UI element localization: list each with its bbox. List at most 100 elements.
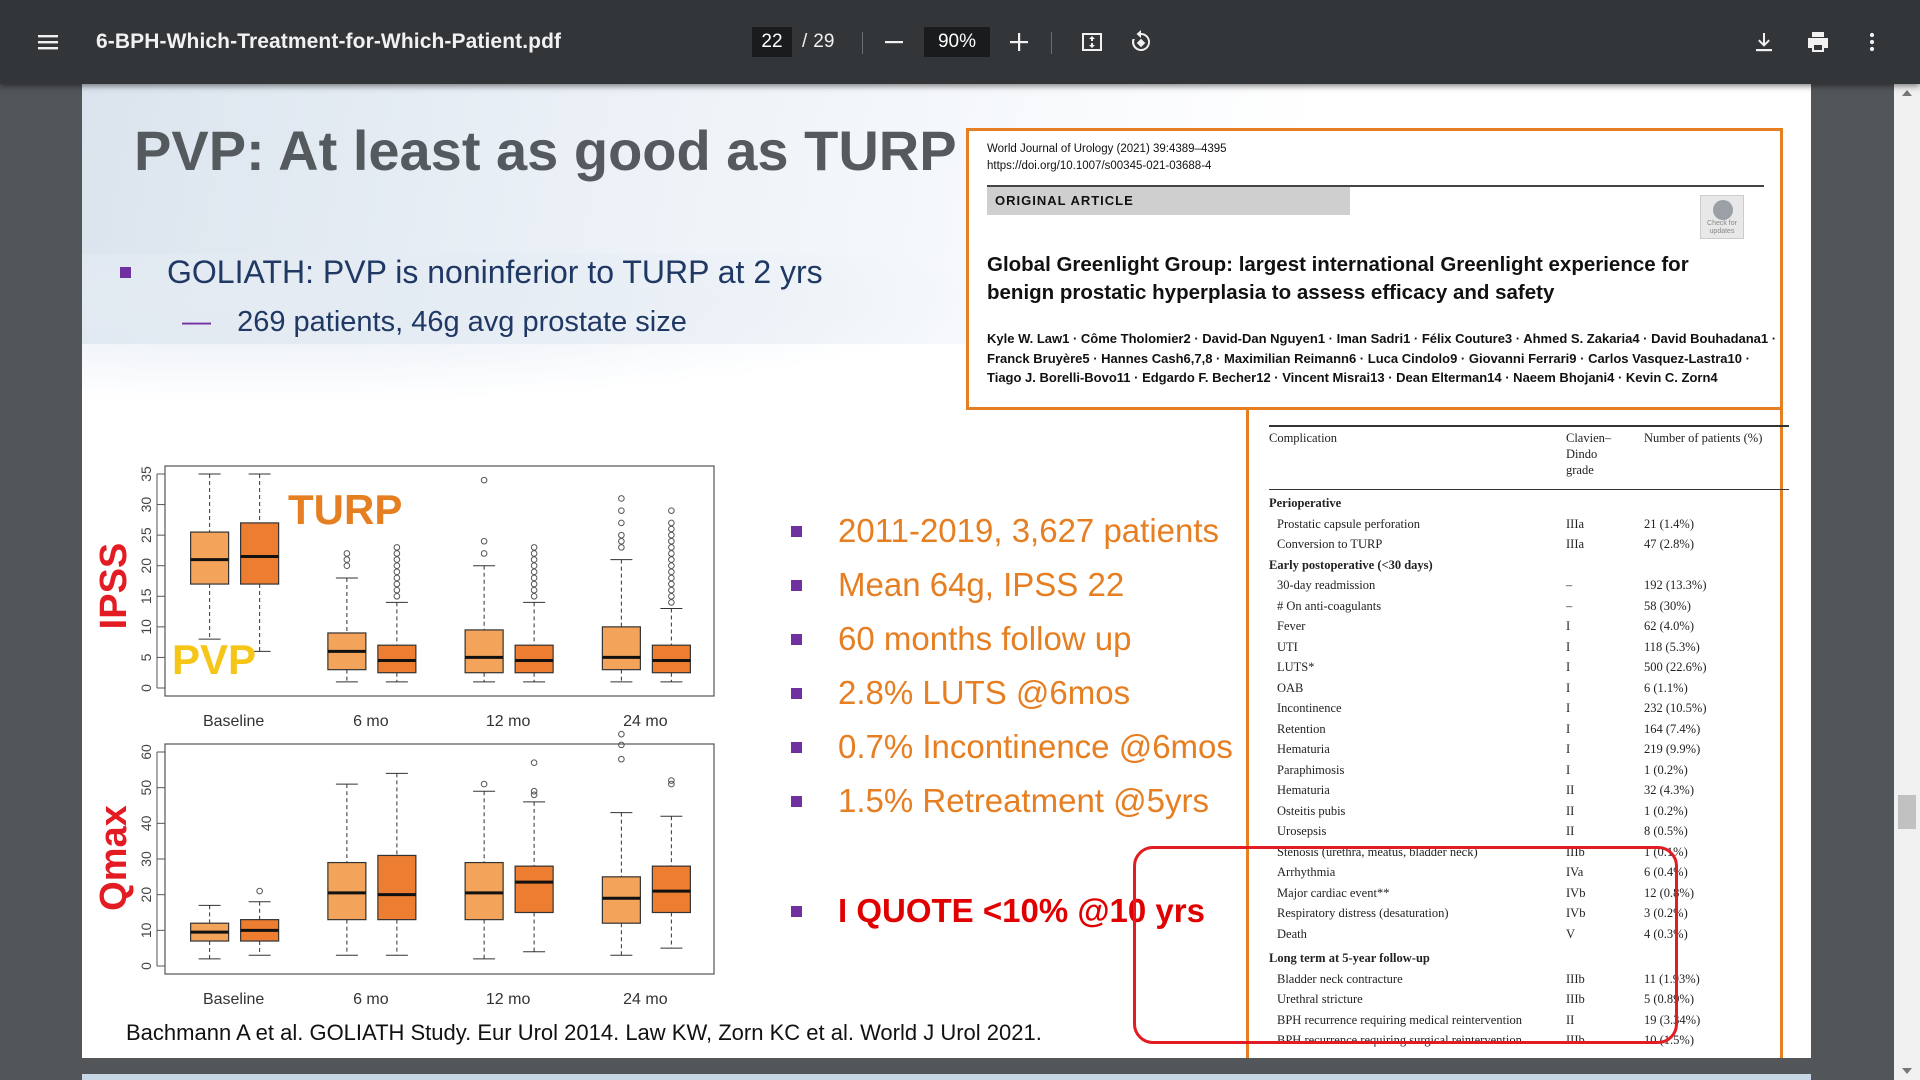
cell-complication: UTI — [1277, 639, 1298, 654]
cell-complication: Urethral stricture — [1277, 992, 1363, 1006]
more-options-icon[interactable] — [1852, 22, 1892, 62]
cell-patients: 1 (0.2%) — [1644, 762, 1688, 777]
outlier-point — [530, 759, 538, 767]
bullet-square-icon — [791, 525, 802, 537]
bullet-square-icon — [791, 687, 802, 699]
scroll-down-icon[interactable] — [1902, 1068, 1912, 1074]
scroll-up-icon[interactable] — [1902, 90, 1912, 96]
y-tick-label: 10 — [138, 922, 154, 938]
table-row: Osteitis pubis II 1 (0.2%) — [1269, 804, 1789, 824]
y-tick-label: 60 — [138, 744, 154, 760]
outlier-point — [668, 519, 675, 527]
next-page-edge — [82, 1074, 1811, 1080]
x-tick-label: 24 mo — [623, 991, 668, 1008]
document-title: 6-BPH-Which-Treatment-for-Which-Patient.… — [96, 30, 562, 53]
cell-complication: Arrhythmia — [1277, 865, 1336, 879]
cell-complication: Hematuria — [1277, 742, 1330, 756]
outlier-point — [618, 507, 625, 514]
zoom-in-button[interactable] — [999, 22, 1039, 62]
outlier-point — [668, 531, 675, 539]
cell-patients: 232 (10.5%) — [1644, 701, 1707, 715]
page-control: / 29 — [752, 27, 834, 57]
cell-complication: Fever — [1277, 619, 1306, 633]
cell-grade: I — [1566, 721, 1571, 736]
cell-grade: IVa — [1566, 865, 1584, 879]
table-row: OAB I 6 (1.1%) — [1269, 681, 1789, 701]
cell-complication: Early postoperative (<30 days) — [1269, 557, 1433, 572]
article-rule — [987, 185, 1764, 187]
toolbar-divider — [862, 32, 863, 54]
article-header-box: World Journal of Urology (2021) 39:4389–… — [966, 128, 1783, 410]
table-row: BPH recurrence requiring medical reinter… — [1269, 1013, 1789, 1033]
y-axis-label: IPSS — [93, 543, 135, 630]
zoom-level-input[interactable] — [924, 27, 990, 57]
ipss-boxplot-chart: IPSS 0 5 10 15 20 25 30 35 Baseline 6 mo 12 mo 24 mo… — [93, 465, 715, 730]
y-tick-label: 20 — [138, 887, 154, 903]
table-row: Prostatic capsule perforation IIIa 21 (1.4… — [1269, 517, 1789, 537]
y-tick-label: 40 — [138, 815, 154, 831]
table-row: LUTS* I 500 (22.6%) — [1269, 660, 1789, 680]
scroll-thumb[interactable] — [1898, 795, 1916, 829]
quote-text: I QUOTE <10% @10 yrs — [838, 892, 1205, 929]
slide-bullet: GOLIATH: PVP is noninferior to TURP at 2… — [120, 254, 823, 291]
outlier-point — [668, 599, 675, 606]
cell-patients: 5 (0.89%) — [1644, 992, 1694, 1006]
outlier-point — [668, 544, 675, 551]
page-separator: / — [802, 31, 808, 52]
cell-complication: Death — [1277, 926, 1307, 941]
x-tick-label: 24 mo — [623, 713, 668, 730]
complication-table: Complication Clavien– Dindo grade Number… — [1246, 410, 1789, 1058]
check-for-updates-icon[interactable]: Check for updates — [1700, 195, 1744, 239]
cell-patients: 62 (4.0%) — [1644, 619, 1694, 633]
bullet-square-icon — [791, 633, 802, 645]
fit-page-icon[interactable] — [1072, 22, 1112, 62]
page-number-input[interactable] — [752, 27, 792, 57]
outlier-point — [480, 780, 488, 788]
outlier-point — [480, 476, 488, 484]
outlier-point — [668, 568, 675, 576]
slide-title: PVP: At least as good as TURP — [134, 119, 957, 182]
outlier-point — [530, 568, 538, 576]
cell-patients: 19 (3.34%) — [1644, 1012, 1701, 1027]
rotate-icon[interactable] — [1121, 22, 1161, 62]
cell-patients: 118 (5.3%) — [1644, 639, 1700, 654]
bullet-square-icon — [791, 579, 802, 591]
journal-doi[interactable]: https://doi.org/10.1007/s00345-021-03688… — [987, 160, 1212, 172]
cell-patients: 21 (1.4%) — [1644, 516, 1694, 531]
bullet-square-icon — [791, 741, 802, 753]
cell-grade: I — [1566, 742, 1571, 756]
menu-icon[interactable] — [28, 22, 68, 62]
cell-patients: 219 (9.9%) — [1644, 742, 1701, 756]
vertical-scrollbar[interactable] — [1894, 84, 1920, 1080]
table-top-rule — [1269, 425, 1789, 427]
table-row: Fever I 62 (4.0%) — [1269, 619, 1789, 639]
outlier-point — [668, 580, 675, 588]
y-tick-label: 0 — [138, 962, 154, 970]
x-tick-label: 12 mo — [486, 991, 531, 1008]
cell-patients: 8 (0.5%) — [1644, 824, 1688, 838]
outlier-point — [668, 592, 675, 600]
table-row: UTI I 118 (5.3%) — [1269, 640, 1789, 660]
cell-complication: Paraphimosis — [1277, 762, 1345, 777]
table-row: Incontinence I 232 (10.5%) — [1269, 701, 1789, 721]
zoom-out-button[interactable] — [874, 22, 914, 62]
cell-grade: IVb — [1566, 906, 1586, 920]
cell-patients: 164 (7.4%) — [1644, 721, 1701, 736]
download-icon[interactable] — [1744, 22, 1784, 62]
outlier-point — [480, 537, 488, 545]
outlier-point — [618, 730, 625, 738]
table-row: 30-day readmission – 192 (13.3%) — [1269, 578, 1789, 598]
box — [651, 865, 691, 914]
dash-icon: — — [182, 306, 211, 338]
cell-grade: IIIa — [1566, 516, 1585, 531]
outlier-point — [393, 586, 401, 594]
toolbar-divider — [1051, 32, 1052, 54]
cell-grade: I — [1566, 701, 1571, 715]
plot-frame — [164, 465, 715, 697]
y-tick-label: 5 — [138, 653, 154, 661]
outlier-point — [668, 562, 675, 570]
print-icon[interactable] — [1798, 22, 1838, 62]
article-section-label: ORIGINAL ARTICLE — [987, 187, 1350, 215]
cell-grade: I — [1566, 680, 1571, 695]
table-row: # On anti-coagulants – 58 (30%) — [1269, 599, 1789, 619]
